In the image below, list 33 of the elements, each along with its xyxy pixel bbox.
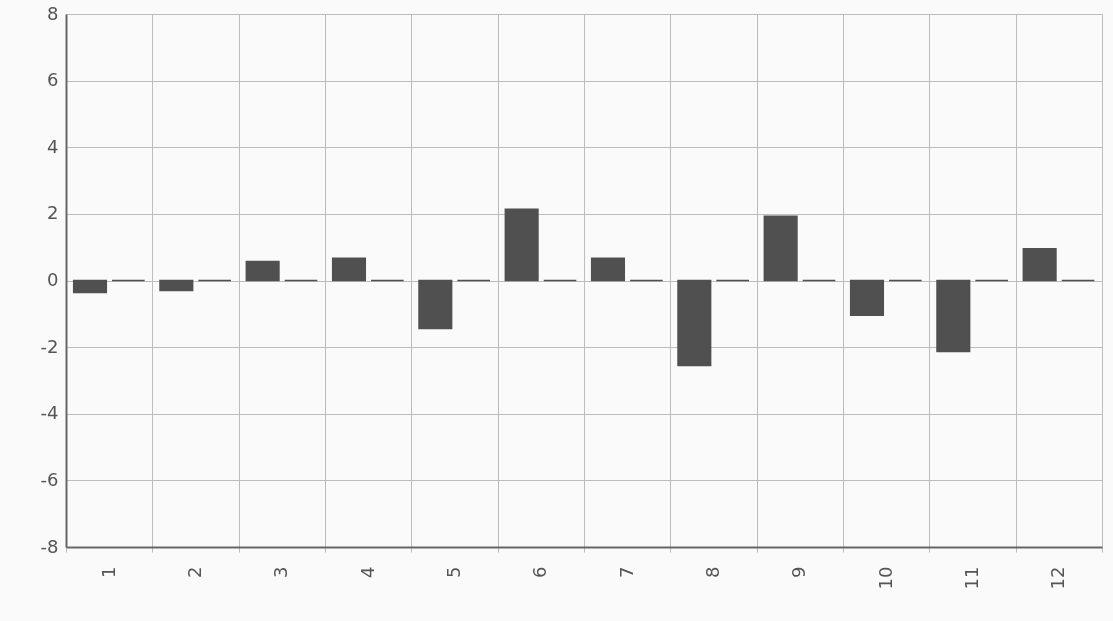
y-tick-label: -6 bbox=[40, 468, 59, 490]
bar bbox=[1022, 248, 1057, 282]
x-tick-label: 2 bbox=[184, 566, 205, 578]
x-tick-label: 9 bbox=[788, 566, 810, 578]
y-tick-label: 6 bbox=[47, 69, 59, 91]
bar bbox=[159, 279, 194, 292]
bar bbox=[677, 279, 712, 367]
bar bbox=[245, 260, 280, 282]
x-tick-label: 3 bbox=[270, 566, 292, 578]
x-tick-label: 5 bbox=[443, 566, 464, 578]
bar bbox=[590, 257, 626, 282]
y-tick-label: -8 bbox=[40, 535, 59, 557]
bar bbox=[936, 279, 971, 353]
x-tick-label: 6 bbox=[529, 566, 551, 578]
bar bbox=[849, 279, 885, 316]
x-tick-label: 12 bbox=[1047, 566, 1069, 590]
y-tick-label: -4 bbox=[40, 402, 59, 424]
x-tick-label: 8 bbox=[702, 566, 723, 578]
y-tick-label: 2 bbox=[47, 202, 59, 224]
x-tick-label: 10 bbox=[874, 566, 896, 590]
x-tick-label: 1 bbox=[97, 566, 119, 578]
y-tick-label: -2 bbox=[40, 335, 59, 357]
x-tick-label: 11 bbox=[961, 566, 982, 590]
bar bbox=[418, 279, 453, 330]
bar bbox=[72, 279, 108, 294]
y-tick-label: 4 bbox=[47, 135, 59, 157]
bar bbox=[763, 215, 798, 282]
y-tick-label: 0 bbox=[47, 269, 59, 290]
bar bbox=[504, 208, 539, 282]
y-tick-label: 8 bbox=[47, 2, 59, 24]
x-tick-label: 7 bbox=[615, 566, 637, 578]
x-tick-label: 4 bbox=[356, 566, 378, 578]
bar bbox=[331, 257, 367, 282]
